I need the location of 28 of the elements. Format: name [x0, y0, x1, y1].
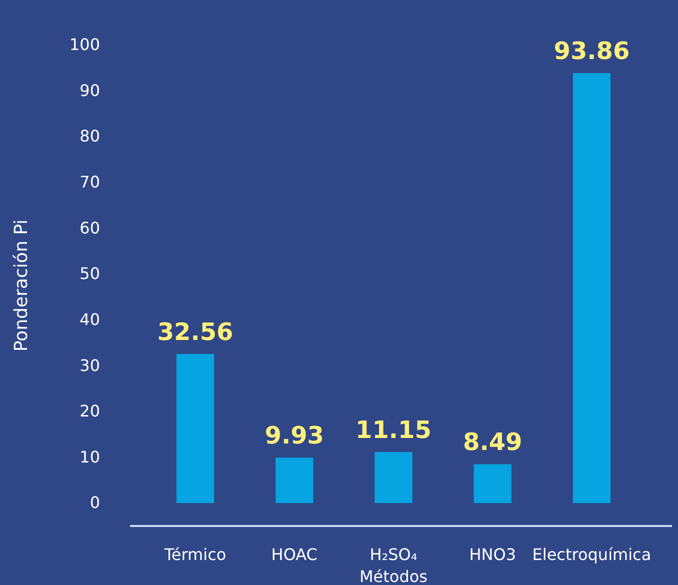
x-tick-label: Térmico: [163, 545, 226, 564]
x-tick-label: HOAC: [271, 545, 318, 564]
x-tick-label: H₂SO₄: [370, 545, 418, 564]
data-label: 8.49: [463, 428, 522, 456]
y-tick-label: 60: [80, 218, 100, 238]
data-label: 9.93: [264, 422, 324, 450]
y-tick-label: 0: [90, 493, 100, 512]
data-label: 11.15: [356, 416, 432, 444]
y-tick-label: 50: [80, 264, 100, 284]
bar: [374, 452, 412, 504]
y-tick-label: 20: [80, 402, 100, 421]
y-tick-label: 40: [80, 310, 100, 329]
x-axis-title: Métodos: [360, 567, 428, 585]
y-tick-label: 10: [80, 447, 100, 466]
bar: [572, 73, 611, 504]
x-tick-label: HNO3: [469, 545, 516, 564]
y-tick-label: 30: [80, 356, 100, 375]
y-tick-label: 100: [69, 35, 100, 54]
data-label: 93.86: [554, 37, 630, 66]
bar: [276, 458, 314, 504]
y-axis-title: Ponderación Pi: [11, 219, 32, 352]
x-tick-label: Electroquímica: [532, 545, 652, 564]
data-label: 32.56: [157, 318, 234, 346]
y-tick-label: 80: [80, 126, 100, 146]
bar: [474, 464, 512, 504]
bar: [176, 354, 214, 504]
y-tick-label: 90: [80, 80, 100, 100]
y-tick-label: 70: [80, 172, 100, 192]
